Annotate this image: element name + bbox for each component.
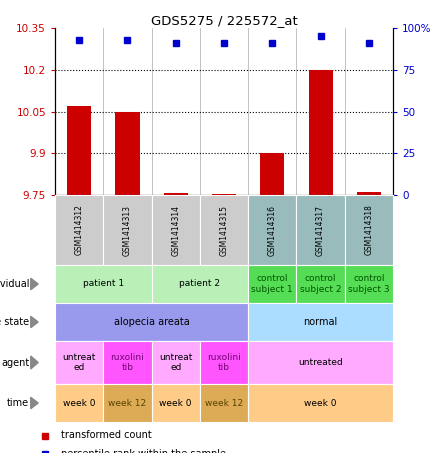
Text: time: time: [7, 398, 29, 408]
Polygon shape: [31, 278, 38, 290]
Text: individual: individual: [0, 279, 29, 289]
Text: control
subject 1: control subject 1: [251, 275, 293, 294]
Text: ruxolini
tib: ruxolini tib: [110, 353, 144, 372]
Text: percentile rank within the sample: percentile rank within the sample: [61, 449, 226, 453]
Text: week 12: week 12: [205, 399, 243, 408]
Bar: [67, 106, 91, 195]
Text: GSM1414315: GSM1414315: [219, 204, 229, 255]
Text: patient 2: patient 2: [179, 280, 220, 289]
Text: ruxolini
tib: ruxolini tib: [207, 353, 241, 372]
Bar: [357, 192, 381, 195]
Text: alopecia areata: alopecia areata: [114, 317, 190, 327]
Text: week 0: week 0: [159, 399, 192, 408]
Text: untreat
ed: untreat ed: [159, 353, 192, 372]
Text: GSM1414317: GSM1414317: [316, 204, 325, 255]
Text: GSM1414312: GSM1414312: [74, 205, 84, 255]
Text: week 0: week 0: [304, 399, 337, 408]
Text: untreat
ed: untreat ed: [63, 353, 96, 372]
Bar: [260, 153, 284, 195]
Text: transformed count: transformed count: [61, 430, 152, 440]
Polygon shape: [31, 316, 38, 328]
Text: untreated: untreated: [298, 358, 343, 367]
Text: agent: agent: [1, 357, 29, 367]
Bar: [164, 193, 188, 195]
Polygon shape: [31, 397, 38, 409]
Bar: [212, 194, 236, 195]
Text: patient 1: patient 1: [83, 280, 124, 289]
Text: normal: normal: [304, 317, 338, 327]
Polygon shape: [31, 356, 38, 369]
Bar: [308, 70, 332, 195]
Bar: [115, 111, 139, 195]
Text: GSM1414318: GSM1414318: [364, 205, 373, 255]
Text: week 12: week 12: [108, 399, 146, 408]
Text: GSM1414316: GSM1414316: [268, 204, 277, 255]
Text: control
subject 3: control subject 3: [348, 275, 390, 294]
Text: disease state: disease state: [0, 317, 29, 327]
Text: GSM1414313: GSM1414313: [123, 204, 132, 255]
Text: week 0: week 0: [63, 399, 95, 408]
Text: GSM1414314: GSM1414314: [171, 204, 180, 255]
Title: GDS5275 / 225572_at: GDS5275 / 225572_at: [151, 14, 297, 27]
Text: control
subject 2: control subject 2: [300, 275, 341, 294]
